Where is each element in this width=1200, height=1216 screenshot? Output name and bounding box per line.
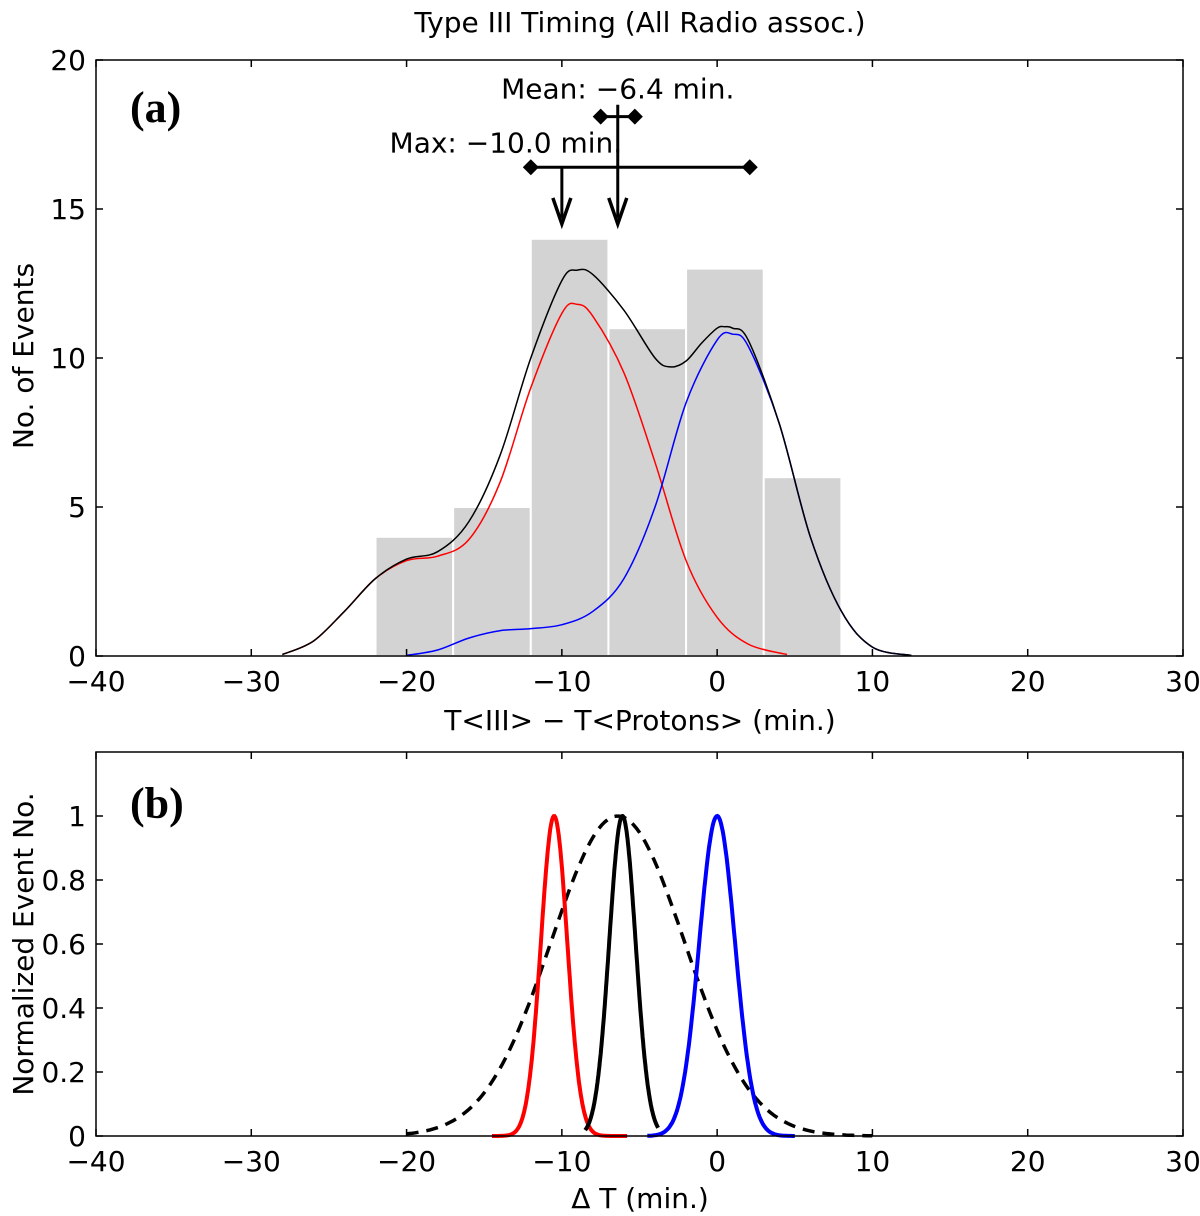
chart-title: Type III Timing (All Radio assoc.) [413,6,865,39]
timing-annotations: Mean: −6.4 min. Max: −10.0 min. [390,73,758,230]
panel-b-frame [95,751,1184,1137]
arrow-head [607,197,629,230]
fit-curves [282,268,912,657]
normalized-curves [406,813,873,1138]
dashed-distribution-curve [406,814,873,1138]
arrow-head [551,197,573,230]
range-end-marker [592,108,609,125]
x-tick-label: −10 [532,665,591,698]
x-tick-label: −40 [66,1145,125,1178]
x-tick-label: −30 [222,1145,281,1178]
histogram-bar [762,476,843,658]
y-tick-label: 1 [68,800,86,833]
panel-a-xlabel: T<III> − T<Protons> (min.) [443,704,835,737]
histogram-bar [607,327,688,657]
x-tick-label: −20 [377,1145,436,1178]
range-end-marker [522,159,539,176]
normalized-peak-curve [583,813,660,1132]
panel-b: −40 −30 −20 −10 0 10 20 30 0 0.2 0.4 0.6 0.8 1 (b) Δ … [7,751,1200,1215]
panel-b-label: (b) [130,779,184,828]
panel-b-xlabel: Δ T (min.) [571,1182,709,1215]
normalized-peak-curve [647,813,795,1138]
panel-a: Type III Timing (All Radio assoc.) Mean:… [7,6,1200,737]
y-tick-label: 0.6 [41,928,86,961]
panel-a-ticks: −40 −30 −20 −10 0 10 20 30 0 5 10 15 20 [50,44,1200,698]
histogram-bars [374,237,843,658]
panel-a-label: (a) [130,83,181,132]
y-tick-label: 0 [68,640,86,673]
x-tick-label: 10 [855,665,891,698]
y-tick-label: 0.4 [41,992,86,1025]
range-end-marker [741,159,758,176]
x-tick-label: 20 [1010,1145,1046,1178]
histogram-bar [529,237,610,658]
panel-a-ylabel: No. of Events [7,263,40,449]
mean-label: Mean: −6.4 min. [501,73,734,106]
x-tick-label: 30 [1165,665,1200,698]
range-end-marker [626,108,643,125]
y-tick-label: 20 [50,44,86,77]
y-tick-label: 0 [68,1120,86,1153]
y-tick-label: 5 [68,491,86,524]
max-label: Max: −10.0 min. [390,126,623,159]
x-tick-label: −30 [222,665,281,698]
x-tick-label: 0 [708,1145,726,1178]
panel-b-ylabel: Normalized Event No. [7,792,40,1095]
x-tick-label: 10 [855,1145,891,1178]
fit-curve [282,268,912,657]
y-tick-label: 0.8 [41,864,86,897]
x-tick-label: −10 [532,1145,591,1178]
x-tick-label: 20 [1010,665,1046,698]
x-tick-label: 0 [708,665,726,698]
y-tick-label: 15 [50,193,86,226]
x-tick-label: −40 [66,665,125,698]
y-tick-label: 0.2 [41,1056,86,1089]
x-tick-label: 30 [1165,1145,1200,1178]
panel-b-ticks: −40 −30 −20 −10 0 10 20 30 0 0.2 0.4 0.6 0.8 1 [41,752,1200,1178]
x-tick-label: −20 [377,665,436,698]
y-tick-label: 10 [50,342,86,375]
histogram-bar [452,506,532,657]
